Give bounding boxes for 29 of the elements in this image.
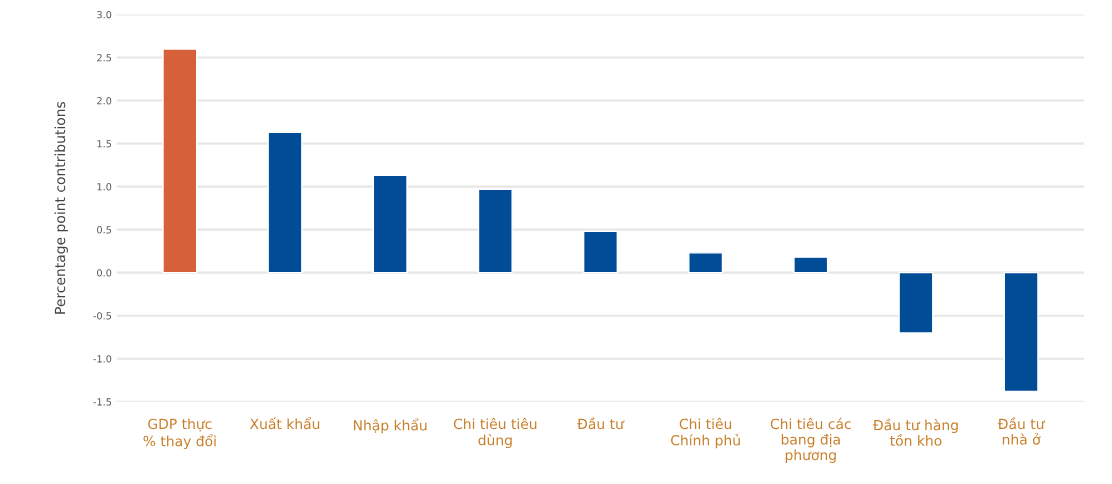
y-tick-label: 0.0 [97,269,112,277]
x-tick-label: Chi tiêu tiêu dùng [453,417,537,449]
y-tick-label: 1.5 [97,140,112,148]
bar [267,131,303,274]
y-tick-label: 0.5 [97,226,112,234]
y-tick-label: 2.0 [97,97,112,105]
bar [162,48,198,274]
y-tick-label: 3.0 [97,11,112,19]
y-tick-label: -1.0 [93,355,112,363]
bar [793,256,829,274]
bar [1003,271,1039,393]
y-axis-title: Percentage point contributions [54,101,68,314]
y-tick-label: -1.5 [93,398,112,406]
x-tick-label: Chi tiêu Chính phủ [671,417,740,449]
x-tick-label: Xuất khẩu [250,417,320,430]
y-tick-label: 2.5 [97,54,112,62]
bar [898,271,934,334]
bar [582,230,619,274]
x-tick-label: Chi tiêu các bang địa phương [770,417,851,463]
bar [688,252,724,274]
bar [477,188,513,274]
x-tick-label: Nhập khẩu [353,418,427,434]
y-tick-label: -0.5 [93,312,112,320]
y-tick-label: 1.0 [97,183,112,191]
bar [372,174,408,274]
x-tick-label: Đầu tư [577,417,625,430]
x-tick-label: Đầu tư nhà ở [997,417,1046,445]
x-tick-label: GDP thực % thay đổi [143,418,216,450]
x-tick-label: Đầu tư hàng tồn kho [872,418,958,446]
